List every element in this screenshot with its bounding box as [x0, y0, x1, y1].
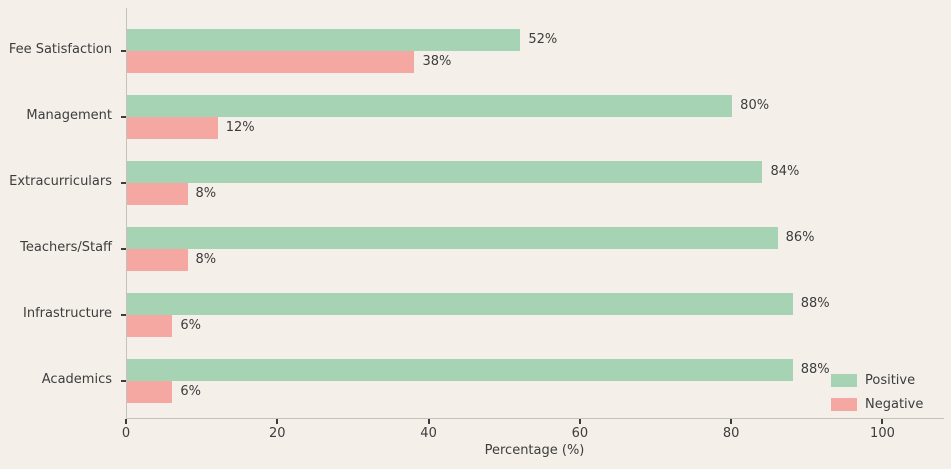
value-label: 38% — [422, 54, 452, 69]
legend-item-positive: Positive — [831, 373, 923, 388]
x-tick-mark — [730, 419, 733, 424]
negative-bar — [127, 248, 188, 271]
y-tick-mark — [121, 379, 126, 382]
y-tick-mark — [121, 313, 126, 316]
value-label: 8% — [195, 185, 217, 201]
y-tick-label: Management — [26, 107, 112, 123]
positive-bar — [127, 292, 793, 315]
legend-label: Positive — [865, 373, 916, 388]
legend-item-negative: Negative — [831, 397, 923, 412]
x-tick-label: 80 — [722, 426, 740, 441]
y-tick-label: Fee Satisfaction — [8, 42, 112, 57]
positive-bar — [127, 226, 778, 249]
value-label: 84% — [770, 163, 800, 179]
negative-bar — [127, 182, 188, 205]
y-tick-label: Academics — [41, 371, 112, 387]
positive-bar — [127, 29, 521, 51]
x-tick-label: 60 — [571, 426, 589, 441]
negative-bar — [127, 116, 218, 139]
y-tick-mark — [121, 50, 126, 52]
x-tick-mark — [881, 419, 884, 424]
legend-label: Negative — [865, 397, 924, 412]
legend: Positive Negative — [831, 373, 923, 412]
plot-area: 52% 38% 80% 12% 84% 8% 86% 8% 88% 6% 88% 6% — [126, 8, 944, 419]
x-tick-mark — [578, 419, 581, 424]
value-label: 6% — [180, 317, 201, 333]
negative-bar — [127, 380, 173, 403]
x-tick-mark — [276, 419, 279, 424]
y-tick-label: Infrastructure — [23, 305, 112, 321]
x-axis-title: Percentage (%) — [484, 443, 585, 458]
positive-bar — [127, 160, 763, 183]
value-label: 12% — [225, 119, 255, 135]
x-tick-label: 100 — [870, 426, 895, 441]
legend-swatch-positive — [831, 374, 857, 387]
legend-swatch-negative — [831, 398, 857, 411]
x-tick-label: 20 — [269, 426, 286, 441]
y-tick-label: Extracurriculars — [9, 173, 112, 189]
value-label: 86% — [785, 229, 815, 245]
x-tick-label: 0 — [121, 426, 131, 441]
x-tick-label: 40 — [420, 426, 437, 441]
positive-bar — [127, 94, 733, 117]
y-tick-label: Teachers/Staff — [20, 239, 112, 255]
value-label: 6% — [180, 383, 201, 399]
negative-bar — [127, 51, 415, 73]
y-tick-mark — [121, 181, 126, 184]
negative-bar — [127, 314, 173, 337]
value-label: 88% — [800, 295, 830, 311]
value-label: 8% — [195, 251, 217, 267]
x-tick-mark — [427, 419, 430, 424]
value-label: 52% — [528, 32, 558, 47]
x-tick-mark — [125, 419, 127, 424]
value-label: 80% — [740, 97, 770, 113]
positive-bar — [127, 358, 793, 381]
value-label: 88% — [800, 361, 830, 377]
y-tick-mark — [121, 247, 126, 250]
y-tick-mark — [121, 115, 126, 118]
